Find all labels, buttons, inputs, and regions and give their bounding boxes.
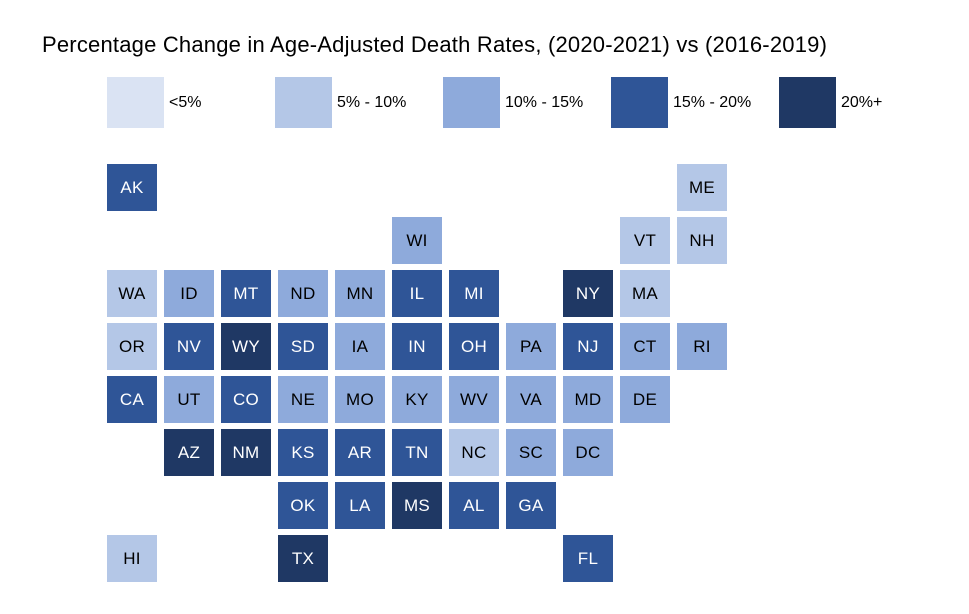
tile-IN: IN [392, 323, 442, 370]
tile-AL: AL [449, 482, 499, 529]
tile-ME: ME [677, 164, 727, 211]
tile-MN: MN [335, 270, 385, 317]
tile-NC: NC [449, 429, 499, 476]
legend-swatch [443, 77, 500, 128]
tile-NV: NV [164, 323, 214, 370]
legend-item: 5% - 10% [275, 77, 406, 128]
tile-UT: UT [164, 376, 214, 423]
tile-RI: RI [677, 323, 727, 370]
tile-MD: MD [563, 376, 613, 423]
tile-HI: HI [107, 535, 157, 582]
legend-label: 10% - 15% [505, 93, 584, 111]
legend-label: 15% - 20% [673, 93, 752, 111]
tile-MA: MA [620, 270, 670, 317]
tile-DE: DE [620, 376, 670, 423]
tile-NH: NH [677, 217, 727, 264]
tile-TN: TN [392, 429, 442, 476]
legend-label: <5% [169, 93, 202, 111]
tile-ND: ND [278, 270, 328, 317]
legend-swatch [611, 77, 668, 128]
tile-NM: NM [221, 429, 271, 476]
legend-label: 5% - 10% [337, 93, 407, 111]
tile-MT: MT [221, 270, 271, 317]
legend-swatch [107, 77, 164, 128]
tile-OK: OK [278, 482, 328, 529]
tile-CO: CO [221, 376, 271, 423]
tile-PA: PA [506, 323, 556, 370]
legend-item: 20%+ [779, 77, 882, 128]
tile-SC: SC [506, 429, 556, 476]
tile-WY: WY [221, 323, 271, 370]
tile-FL: FL [563, 535, 613, 582]
legend-item: <5% [107, 77, 201, 128]
tile-MS: MS [392, 482, 442, 529]
tile-LA: LA [335, 482, 385, 529]
tile-AZ: AZ [164, 429, 214, 476]
legend-swatch [779, 77, 836, 128]
tile-MO: MO [335, 376, 385, 423]
legend-label: 20%+ [841, 93, 883, 111]
tile-VT: VT [620, 217, 670, 264]
tile-IA: IA [335, 323, 385, 370]
tile-KS: KS [278, 429, 328, 476]
tile-NY: NY [563, 270, 613, 317]
tile-OH: OH [449, 323, 499, 370]
tile-SD: SD [278, 323, 328, 370]
legend-item: 15% - 20% [611, 77, 751, 128]
tile-DC: DC [563, 429, 613, 476]
tile-WA: WA [107, 270, 157, 317]
tile-IL: IL [392, 270, 442, 317]
tile-NJ: NJ [563, 323, 613, 370]
tile-VA: VA [506, 376, 556, 423]
tile-WV: WV [449, 376, 499, 423]
tile-KY: KY [392, 376, 442, 423]
tile-ID: ID [164, 270, 214, 317]
tile-CA: CA [107, 376, 157, 423]
tile-GA: GA [506, 482, 556, 529]
tile-AR: AR [335, 429, 385, 476]
tile-AK: AK [107, 164, 157, 211]
chart-title: Percentage Change in Age-Adjusted Death … [42, 32, 828, 57]
tile-CT: CT [620, 323, 670, 370]
tile-OR: OR [107, 323, 157, 370]
legend-item: 10% - 15% [443, 77, 583, 128]
tile-WI: WI [392, 217, 442, 264]
tile-MI: MI [449, 270, 499, 317]
legend-swatch [275, 77, 332, 128]
tile-TX: TX [278, 535, 328, 582]
tile-NE: NE [278, 376, 328, 423]
